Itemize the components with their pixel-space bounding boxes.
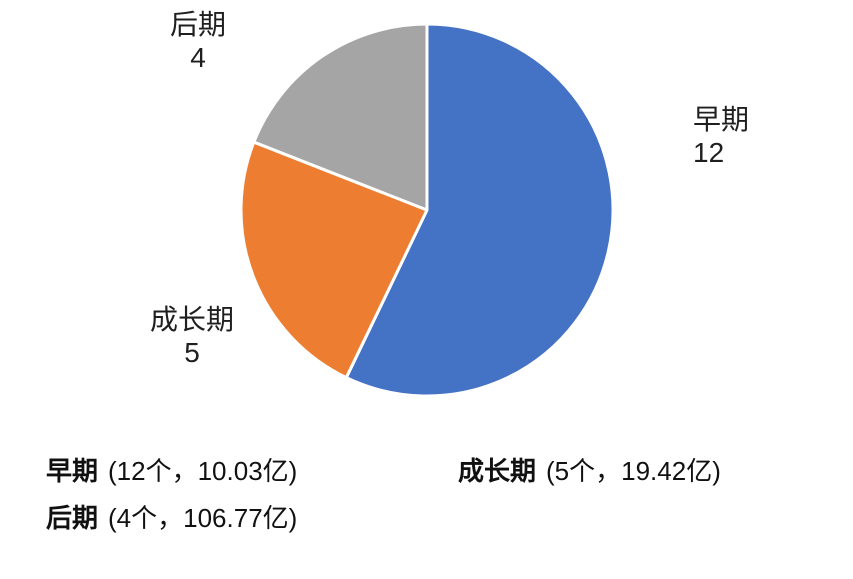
- annotation-growth-detail: (5个，19.42亿): [546, 456, 721, 486]
- pie-slice-late-stage: [252, 22, 429, 212]
- annotation-early-label: 早期: [46, 456, 99, 486]
- data-label-early-stage: 早期 12: [693, 103, 813, 169]
- annotation-growth-label: 成长期: [458, 456, 537, 486]
- annotation-late-detail: (4个，106.77亿): [108, 503, 298, 533]
- data-label-late-stage: 后期 4: [138, 8, 258, 74]
- data-label-late-category: 后期: [169, 9, 226, 40]
- data-label-early-category: 早期: [693, 104, 750, 135]
- pie-slice-growth-stage: [239, 140, 429, 380]
- annotation-early-detail: (12个，10.03亿): [108, 456, 298, 486]
- data-label-early-value: 12: [693, 137, 725, 168]
- annotation-late-stage: 后期 (4个，106.77亿): [46, 501, 297, 535]
- pie-slice-early-stage: [344, 22, 615, 398]
- data-label-growth-stage: 成长期 5: [131, 303, 253, 369]
- data-label-late-value: 4: [190, 42, 206, 73]
- annotation-early-stage: 早期 (12个，10.03亿): [46, 454, 297, 488]
- data-label-growth-category: 成长期: [149, 304, 234, 335]
- annotation-late-label: 后期: [46, 503, 99, 533]
- annotation-growth-stage: 成长期 (5个，19.42亿): [458, 454, 721, 488]
- data-label-growth-value: 5: [184, 337, 200, 368]
